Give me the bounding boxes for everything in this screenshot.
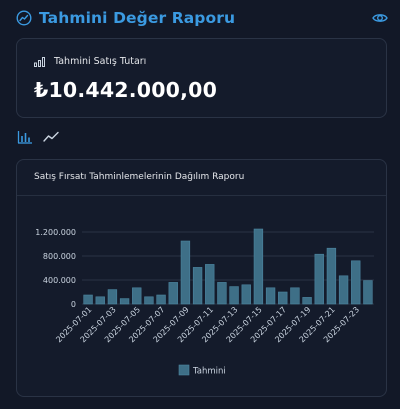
chart-card-divider — [17, 195, 386, 196]
page-title: Tahmini Değer Raporu — [39, 9, 236, 27]
page-header: Tahmini Değer Raporu — [16, 7, 388, 29]
chart-title: Satış Fırsatı Tahminlemelerinin Dağılım … — [34, 172, 245, 182]
legend-swatch — [178, 364, 190, 376]
y-tick-label: 800.000 — [43, 252, 76, 261]
total-label-row: Tahmini Satış Tutarı — [34, 56, 146, 67]
line-chart-icon — [43, 131, 59, 142]
bar — [83, 294, 93, 305]
chart-view-switch — [16, 129, 68, 145]
bar — [302, 297, 312, 305]
bar-chart-icon — [17, 131, 32, 144]
bar — [253, 228, 264, 305]
bar — [205, 264, 215, 305]
total-card: Tahmini Satış Tutarı ₺10.442.000,00 — [16, 38, 387, 118]
line-view-button[interactable] — [42, 129, 60, 145]
signal-bars-icon — [34, 57, 45, 67]
y-tick-label: 400.000 — [43, 276, 76, 285]
bar — [326, 247, 337, 305]
bar — [119, 298, 130, 305]
eye-icon[interactable] — [372, 10, 388, 26]
bar-chart: 0400.000800.0001.200.0002025-07-012025-0… — [35, 228, 374, 377]
bar — [314, 253, 324, 305]
chart-card: Satış Fırsatı Tahminlemelerinin Dağılım … — [16, 159, 387, 397]
bar — [180, 240, 191, 305]
bar — [351, 260, 361, 305]
bar — [192, 267, 203, 305]
bar — [278, 291, 288, 305]
bar — [156, 294, 166, 305]
bar-view-button[interactable] — [16, 129, 34, 145]
bar — [290, 287, 300, 305]
bar — [241, 284, 251, 305]
bar — [168, 282, 178, 305]
total-amount: ₺10.442.000,00 — [34, 78, 218, 102]
bar — [363, 280, 373, 305]
bar — [265, 287, 276, 305]
bar — [95, 296, 105, 305]
bar — [217, 282, 227, 305]
bar — [107, 289, 118, 305]
bar — [132, 287, 142, 305]
bar — [144, 296, 154, 305]
legend-label: Tahmini — [192, 367, 226, 377]
y-tick-label: 1.200.000 — [35, 228, 76, 237]
bar — [229, 286, 239, 305]
total-label: Tahmini Satış Tutarı — [54, 56, 147, 67]
y-tick-label: 0 — [71, 300, 76, 309]
chart-logo-icon — [16, 10, 32, 26]
bar — [338, 275, 349, 305]
